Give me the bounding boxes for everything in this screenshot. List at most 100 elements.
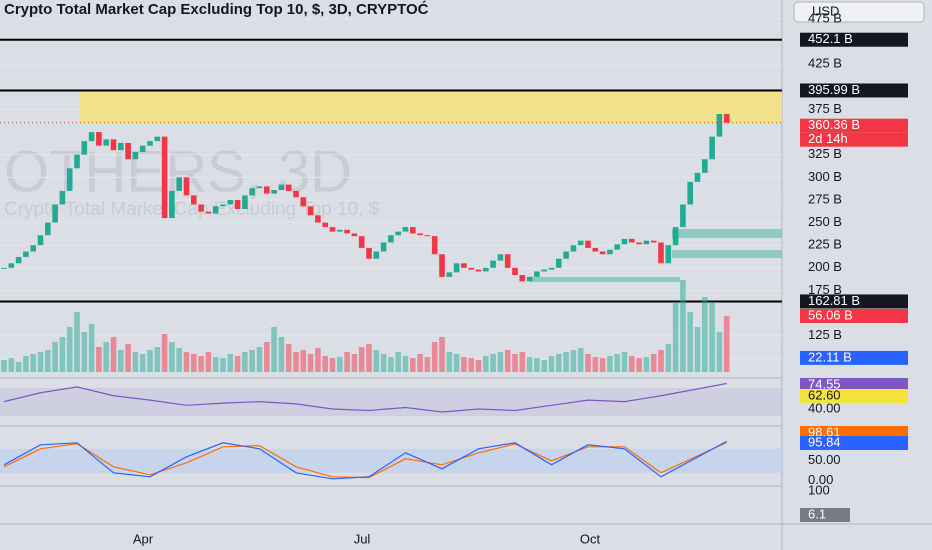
volume-bar	[242, 352, 248, 372]
level-label: 395.99 B	[808, 82, 860, 97]
volume-bar	[373, 350, 380, 372]
candle-body	[650, 240, 657, 243]
volume-bar	[1, 360, 7, 372]
candle-body	[358, 236, 365, 248]
volume-bar	[504, 350, 511, 372]
volume-bar	[329, 358, 336, 372]
volume-bar	[358, 347, 365, 372]
candle-body	[497, 254, 504, 261]
x-tick-label: Apr	[133, 531, 154, 546]
volume-bar	[556, 354, 562, 372]
candle-body	[636, 242, 642, 245]
candle-body	[702, 159, 708, 173]
candle-body	[132, 152, 139, 160]
candle-body	[402, 227, 409, 232]
volume-bar	[629, 356, 635, 372]
rsi-tick-label: 40.00	[808, 400, 841, 415]
x-tick-label: Oct	[580, 531, 601, 546]
volume-bar	[431, 342, 438, 372]
volume-bar	[512, 354, 518, 372]
candle-body	[672, 227, 679, 246]
stoch-d-label-tag	[800, 436, 908, 450]
candle-body	[271, 190, 277, 194]
volume-bar	[315, 348, 321, 372]
candle-body	[1, 267, 7, 269]
volume-bar	[147, 350, 153, 372]
candle-body	[103, 139, 109, 146]
watermark: OTHERS, 3D	[4, 139, 352, 204]
histogram-last-label: 6.1	[808, 506, 826, 521]
y-tick-label: 225 B	[808, 237, 842, 252]
volume-bar	[723, 315, 730, 372]
last-price-label: 360.36 B	[808, 117, 860, 132]
candle-body	[227, 199, 234, 205]
candle-body	[592, 247, 599, 252]
volume-bar	[665, 344, 672, 372]
candle-body	[680, 204, 686, 228]
volume-bar	[161, 334, 168, 372]
volume-bar	[366, 344, 372, 372]
rsi-band	[0, 388, 782, 416]
candle-body	[519, 275, 526, 282]
volume-bar	[410, 358, 416, 372]
currency-label[interactable]: USD	[812, 3, 839, 18]
volume-bar	[439, 337, 445, 372]
histogram-top-label: 100	[808, 482, 830, 497]
candle-body	[337, 229, 343, 232]
volume-bar	[534, 358, 540, 372]
candle-body	[621, 238, 628, 245]
candle-body	[285, 184, 292, 191]
volume-bar	[37, 352, 44, 372]
volume-bar	[636, 358, 642, 372]
candle-body	[59, 190, 66, 205]
candle-body	[23, 251, 29, 257]
candle-body	[220, 204, 226, 207]
stoch-tick-label: 0.00	[808, 472, 833, 487]
candle-body	[45, 222, 51, 236]
candle-body	[395, 231, 401, 236]
volume-bar	[249, 350, 255, 372]
volume-bar	[132, 352, 139, 372]
volume-bar	[424, 357, 431, 372]
y-tick-label: 375 B	[808, 101, 842, 116]
volume-bar	[548, 356, 555, 372]
volume-bar	[453, 354, 460, 372]
demand-zone	[672, 229, 782, 238]
volume-bar	[592, 357, 599, 372]
candle-body	[74, 154, 80, 169]
volume-bar	[96, 347, 102, 372]
demand-zone	[530, 277, 680, 282]
volume-bar	[687, 312, 693, 372]
candle-body	[52, 204, 58, 223]
volume-bar	[694, 327, 701, 372]
volume-bar	[585, 354, 591, 372]
candle-body	[665, 245, 672, 264]
volume-bar	[658, 350, 664, 372]
candle-body	[278, 184, 285, 190]
volume-bar	[59, 337, 66, 372]
volume-bar	[680, 280, 686, 372]
histogram-last-tag	[800, 508, 850, 522]
volume-bar	[30, 354, 36, 372]
volume-bar	[169, 342, 175, 372]
y-tick-label: 175 B	[808, 282, 842, 297]
candle-body	[351, 233, 358, 237]
rsi-ma-label-tag	[800, 389, 908, 403]
currency-button[interactable]	[793, 1, 925, 23]
candle-body	[169, 190, 175, 219]
volume-bar	[139, 354, 146, 372]
candle-body	[212, 206, 219, 214]
volume-bar	[599, 358, 606, 372]
volume-bar	[191, 354, 197, 372]
volume-bar	[607, 356, 613, 372]
volume-bar	[271, 327, 277, 372]
candle-body	[118, 142, 124, 151]
candle-body	[577, 240, 584, 246]
candle-body	[264, 186, 270, 194]
y-tick-label: 425 B	[808, 56, 842, 71]
candle-body	[88, 132, 95, 142]
volume-bar	[570, 350, 577, 372]
candle-body	[424, 235, 431, 237]
candle-body	[446, 272, 453, 277]
candle-body	[563, 251, 569, 259]
